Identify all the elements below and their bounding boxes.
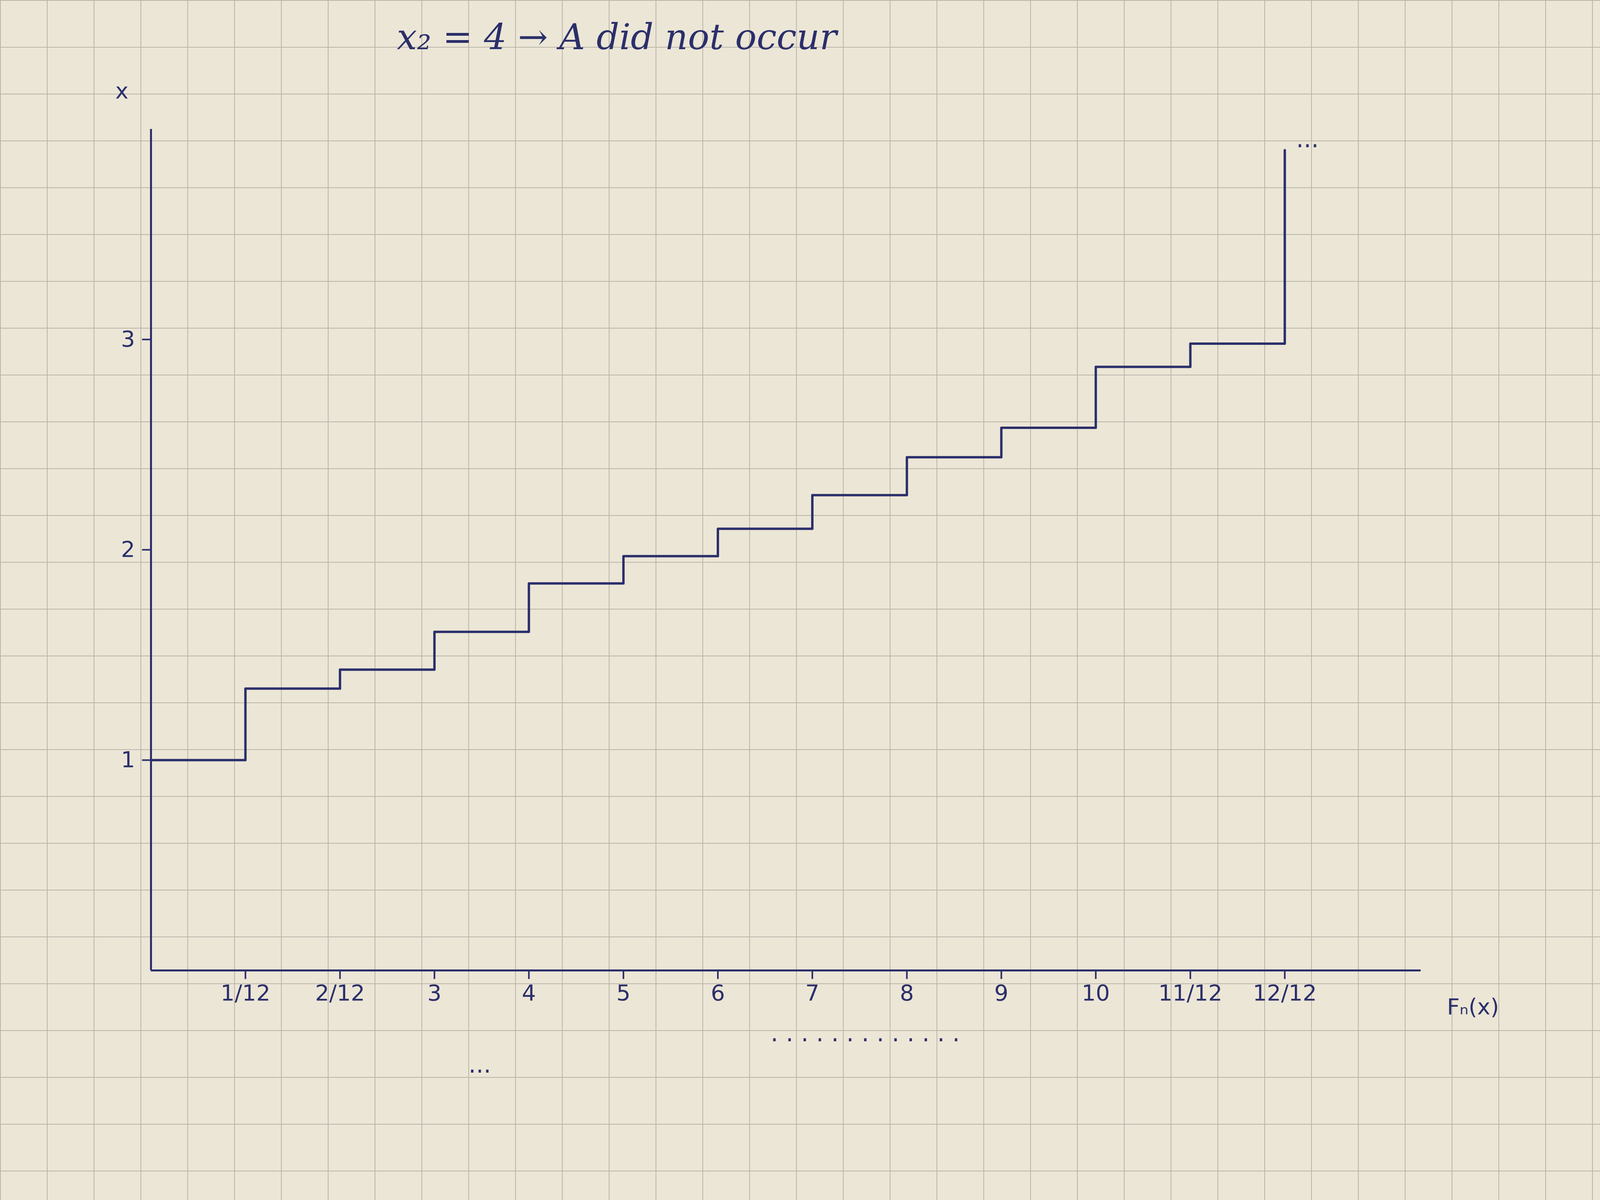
- svg-text:. . . . . . . . . . . . .: . . . . . . . . . . . . .: [770, 1019, 960, 1047]
- svg-text:6: 6: [710, 979, 725, 1006]
- svg-text:12/12: 12/12: [1252, 979, 1317, 1006]
- svg-text:Fₙ(x): Fₙ(x): [1446, 993, 1499, 1020]
- svg-text:4: 4: [521, 979, 537, 1006]
- html-text:x₂ = 4 → A did not occur: x₂ = 4 → A did not occur: [396, 15, 837, 58]
- svg-text:5: 5: [616, 979, 631, 1006]
- svg-text:10: 10: [1081, 979, 1110, 1006]
- svg-text:2: 2: [121, 536, 136, 562]
- svg-text:11/12: 11/12: [1158, 979, 1223, 1006]
- svg-text:1/12: 1/12: [220, 979, 271, 1006]
- svg-text:3: 3: [121, 325, 136, 352]
- svg-text:9: 9: [994, 979, 1009, 1006]
- svg-text:x: x: [115, 77, 129, 104]
- svg-text:7: 7: [805, 979, 820, 1006]
- svg-text:...: ...: [468, 1050, 491, 1079]
- svg-text:1: 1: [121, 746, 136, 773]
- svg-text:8: 8: [900, 979, 915, 1006]
- svg-text:3: 3: [427, 979, 442, 1006]
- svg-text:2/12: 2/12: [315, 979, 366, 1006]
- svg-text:...: ...: [1296, 125, 1319, 153]
